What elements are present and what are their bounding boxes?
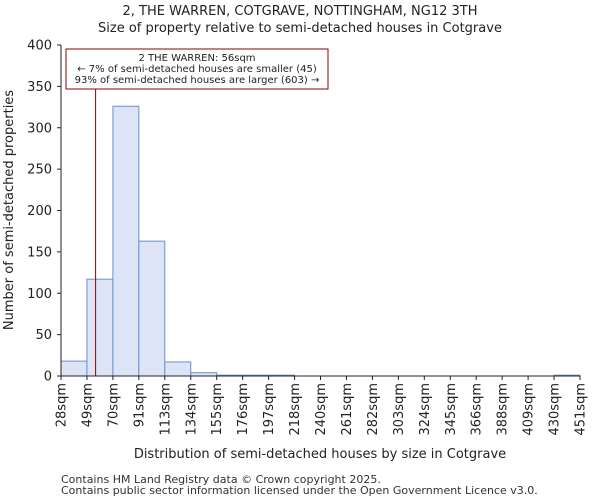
x-tick-label: 113sqm [158,383,173,436]
x-tick-label: 261sqm [340,383,355,436]
chart-subtitle: Size of property relative to semi-detach… [98,21,502,36]
y-tick-label: 300 [27,121,52,136]
annotation-line-3: 93% of semi-detached houses are larger (… [75,75,320,86]
x-tick-label: 303sqm [392,383,407,436]
x-tick-label: 388sqm [496,383,511,436]
y-axis-label: Number of semi-detached properties [2,90,17,330]
x-tick-label: 282sqm [366,383,381,436]
bar-28sqm [60,360,88,377]
footer-licence: Contains public sector information licen… [61,484,538,497]
bar-113sqm [164,361,192,377]
bars-group [60,105,581,377]
x-tick-label: 197sqm [262,383,277,436]
x-tick-label: 70sqm [106,383,121,427]
y-tick-label: 100 [27,287,52,302]
y-tick-label: 50 [35,328,52,343]
x-tick-label: 134sqm [184,383,199,436]
y-tick-label: 250 [27,163,52,178]
x-tick-label: 155sqm [210,383,225,436]
annotation-box [65,48,329,90]
x-tick-label: 49sqm [80,383,95,427]
x-tick-label: 366sqm [470,383,485,436]
x-tick-label: 218sqm [288,383,303,436]
x-tick-label: 324sqm [418,383,433,436]
chart-title: 2, THE WARREN, COTGRAVE, NOTTINGHAM, NG1… [122,4,478,19]
y-tick-label: 400 [27,39,52,54]
y-ticks-group: 0 50 100 150 200 250 300 350 400 [27,39,61,385]
y-tick-label: 200 [27,204,52,219]
x-tick-label: 409sqm [522,383,537,436]
x-ticks-group: 28sqm 49sqm 70sqm 91sqm 113sqm 134sqm 155sqm 17… [55,376,589,436]
y-tick-label: 0 [44,370,52,385]
y-tick-label: 350 [27,80,52,95]
x-tick-label: 345sqm [444,383,459,436]
x-tick-label: 91sqm [132,383,147,427]
y-tick-label: 150 [27,245,52,260]
footer-copyright: Contains HM Land Registry data © Crown c… [61,473,381,486]
x-axis-label: Distribution of semi-detached houses by … [134,447,506,462]
x-tick-label: 176sqm [236,383,251,436]
x-tick-label: 28sqm [55,383,70,427]
annotation-line-1: 2 THE WARREN: 56sqm [138,53,255,64]
x-tick-label: 451sqm [574,383,589,436]
x-tick-label: 240sqm [314,383,329,436]
marker-annotation: 2 THE WARREN: 56sqm ← 7% of semi-detache… [65,48,329,90]
bar-49sqm [86,278,114,377]
annotation-line-2: ← 7% of semi-detached houses are smaller… [77,64,317,75]
bar-70sqm [112,105,140,377]
bar-91sqm [138,240,166,377]
x-tick-label: 430sqm [548,383,563,436]
